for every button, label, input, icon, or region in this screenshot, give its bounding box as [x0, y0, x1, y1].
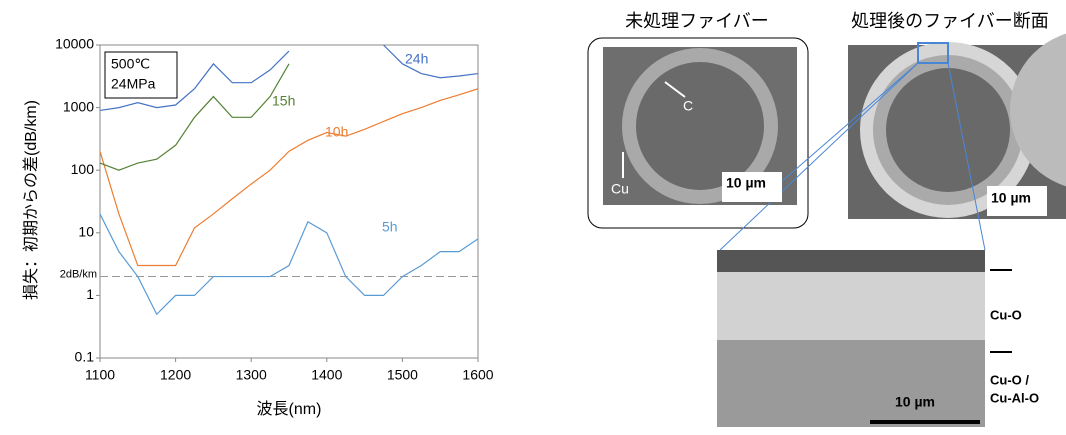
image-title: 処理後のファイバー断面: [851, 11, 1049, 31]
scale-label: 10 µm: [991, 190, 1031, 206]
y-tick-label: 1000: [63, 98, 94, 114]
series-label: 24h: [405, 51, 428, 67]
chart: 損失：初期からの差(dB/km) 波長(nm) 0.1 1 10 100 1000 100…: [22, 36, 494, 419]
x-tick-label: 1400: [311, 367, 342, 383]
neighbor-fiber: [1010, 33, 1066, 187]
zoom-box: [917, 42, 949, 64]
plot-frame: [99, 44, 479, 359]
core: [636, 62, 764, 190]
scale-label: 10 µm: [726, 175, 766, 191]
x-tick-label: 1600: [462, 367, 493, 383]
y-tick-label: 100: [71, 161, 95, 177]
annotation: 24MPa: [111, 76, 156, 92]
connector: [719, 62, 919, 251]
x-tick-label: 1100: [85, 367, 115, 383]
layer-label: Cu-Al-O: [990, 390, 1039, 405]
series-label: 10h: [325, 124, 348, 140]
micrographs: 未処理ファイバー 処理後のファイバー断面 C Cu 10 µm 10 µm 10…: [587, 11, 1066, 427]
y-tick-label: 1: [86, 286, 94, 302]
connector: [779, 62, 919, 184]
label: Cu: [611, 181, 629, 197]
scale-label: 10 µm: [895, 394, 935, 410]
y-tick-label: 0.1: [75, 349, 95, 365]
pointer: [664, 81, 686, 98]
series-line: [99, 44, 479, 112]
series-line: [99, 213, 479, 316]
core: [886, 68, 1010, 192]
series-label: 5h: [382, 219, 398, 235]
series-line: [99, 63, 290, 171]
y-tick-label: 10: [78, 224, 94, 240]
layer-label: Cu-O: [990, 307, 1022, 322]
x-tick-label: 1200: [160, 367, 191, 383]
image-title: 未処理ファイバー: [625, 11, 769, 31]
reference-label: 2dB/km: [60, 268, 97, 280]
y-tick-label: 10000: [55, 36, 94, 52]
scale-bg: [987, 186, 1047, 216]
top-layer: [717, 250, 985, 272]
layer-label: Cu-O /: [990, 372, 1029, 387]
scale-bg: [722, 172, 782, 202]
label: C: [683, 98, 693, 114]
annotation: 500℃: [111, 56, 150, 72]
cu-o-layer: [717, 272, 985, 340]
mixed-layer: [717, 340, 985, 427]
y-axis-label: 損失：初期からの差(dB/km): [22, 100, 40, 300]
x-tick-label: 1500: [387, 367, 418, 383]
annotation-box: [104, 51, 178, 99]
series-line: [99, 88, 479, 267]
series-label: 15h: [272, 93, 295, 109]
x-tick-label: 1300: [236, 367, 267, 383]
x-axis-label: 波長(nm): [257, 400, 322, 418]
connector: [947, 62, 986, 251]
